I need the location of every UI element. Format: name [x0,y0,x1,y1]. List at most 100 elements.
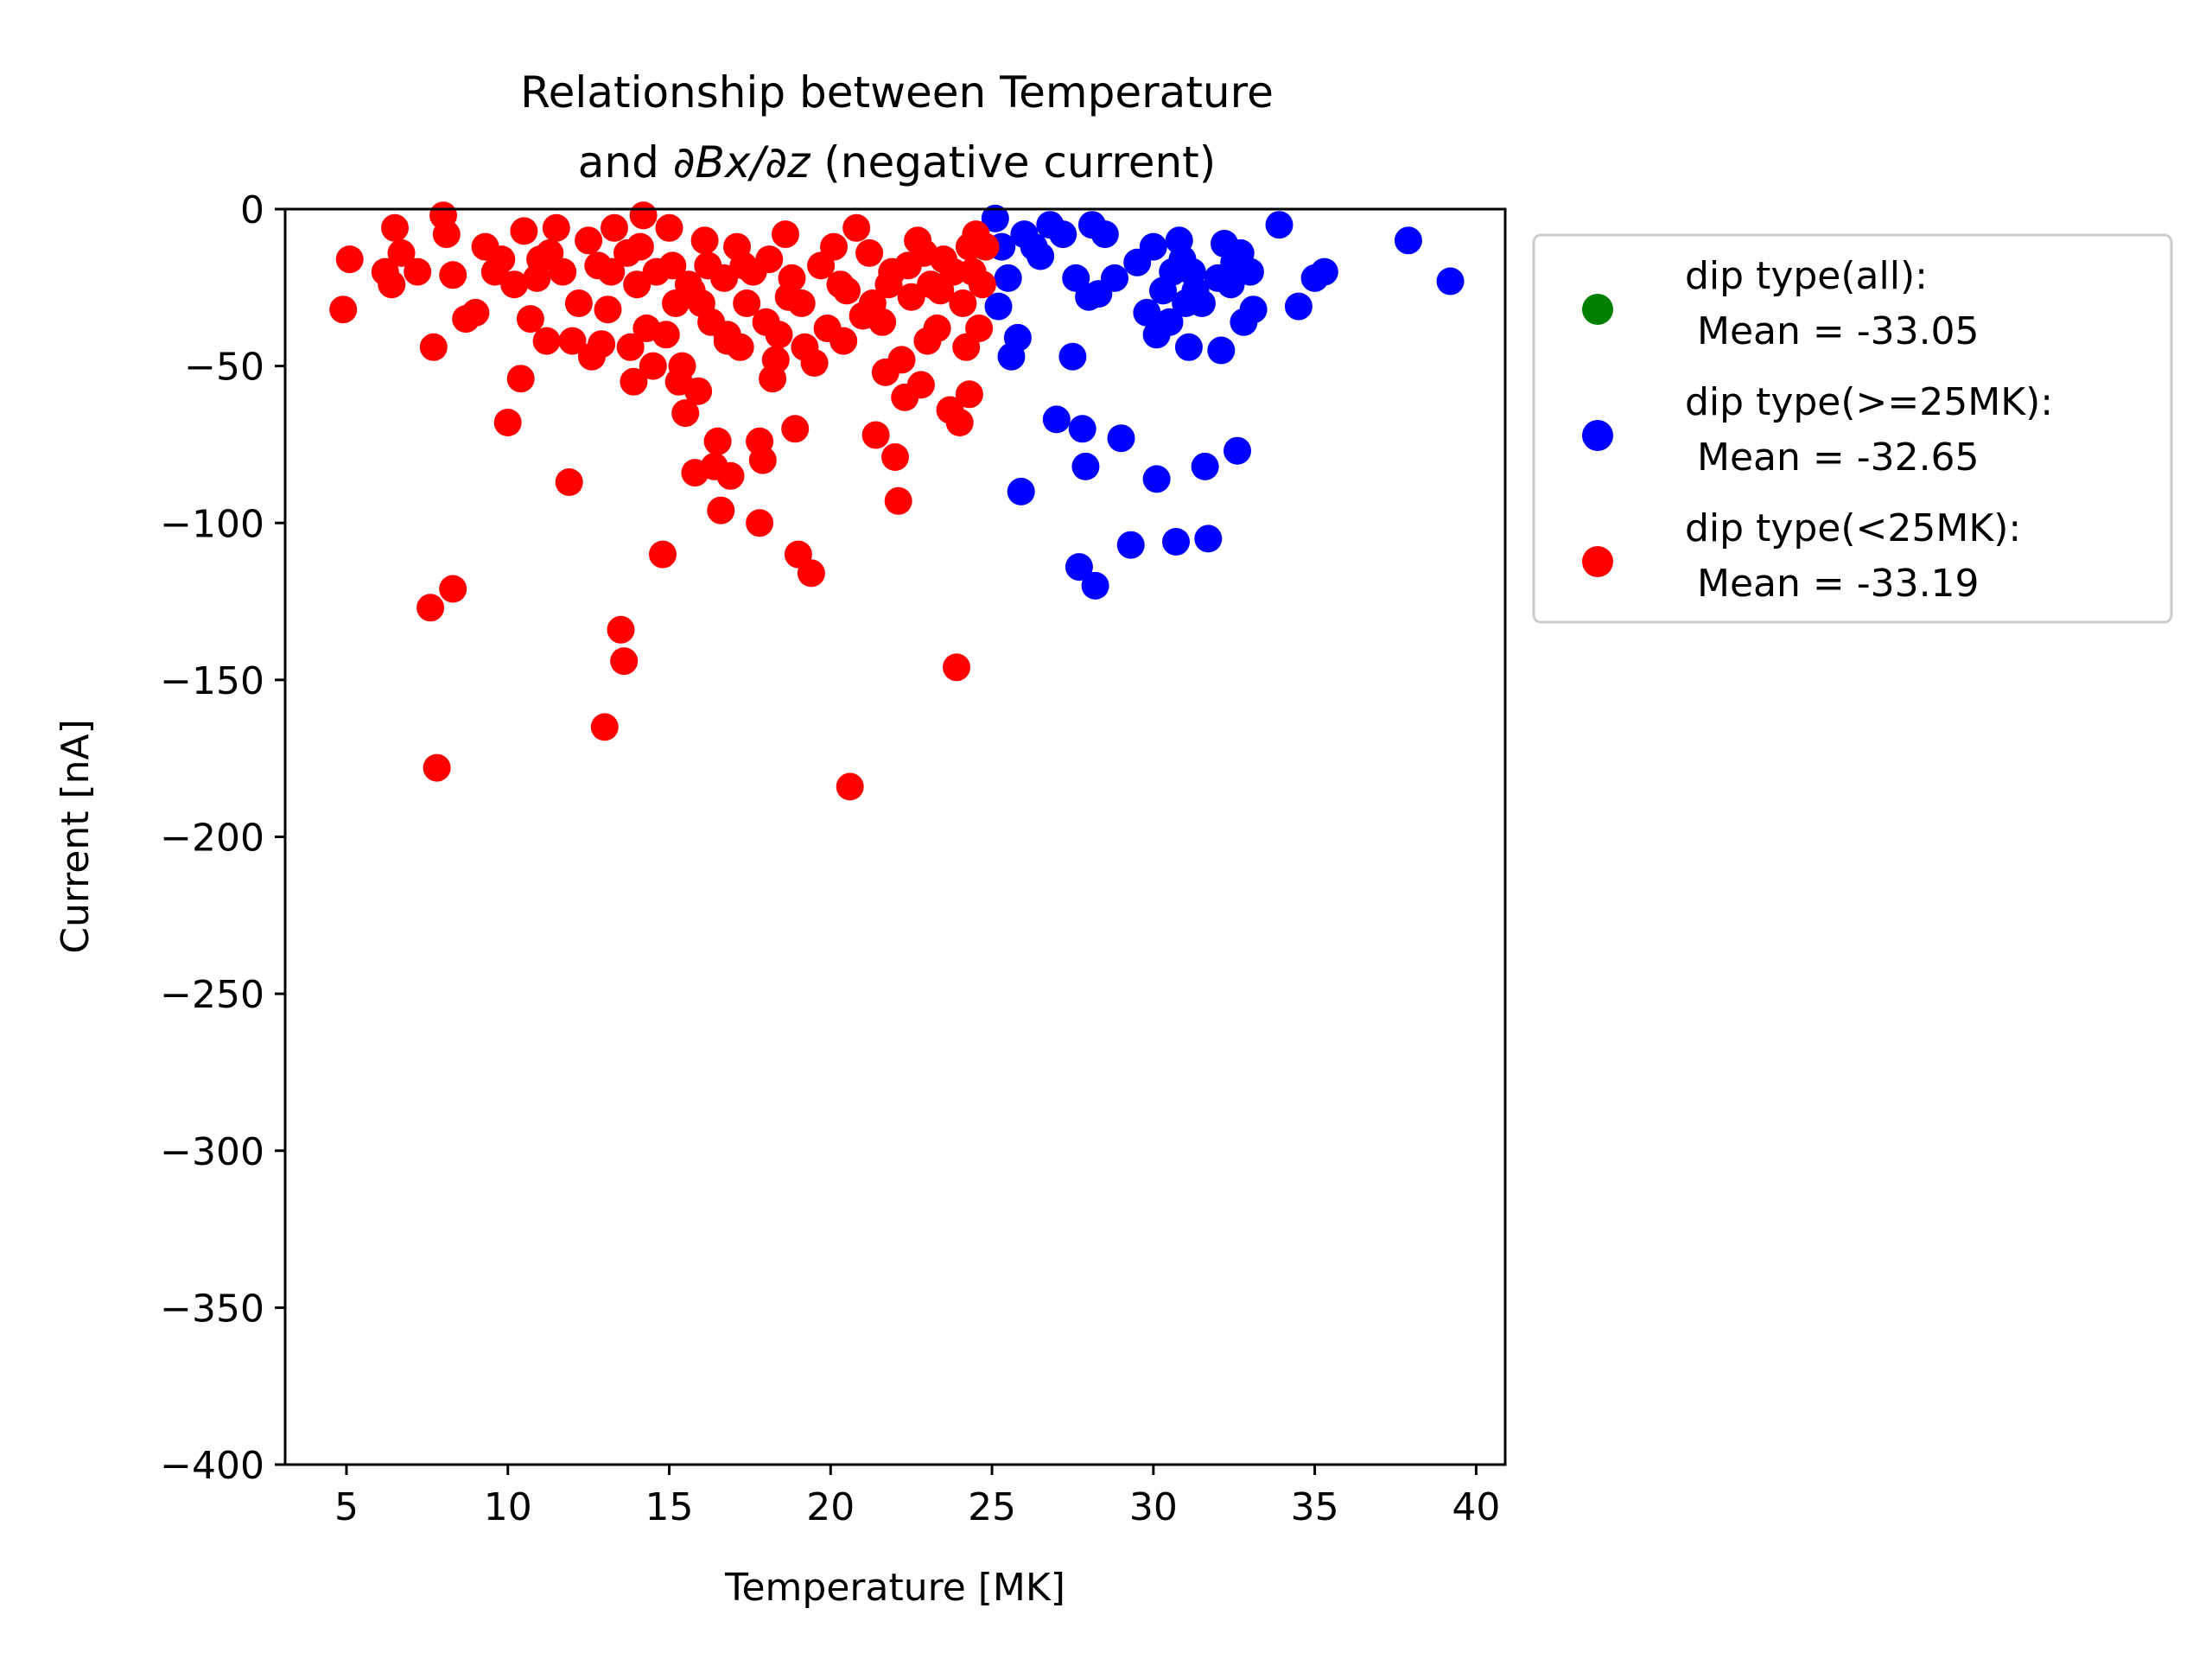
scatter-point [858,289,887,317]
scatter-point [1107,424,1135,453]
scatter-point [1239,296,1268,324]
scatter-point [652,321,680,349]
scatter-point [461,298,490,327]
scatter-point [335,245,364,274]
scatter-point [506,365,535,393]
scatter-point [684,377,713,405]
legend-marker [1582,294,1613,325]
y-tick-label: −150 [160,659,264,703]
scatter-point [994,264,1022,292]
scatter-point [787,289,816,317]
scatter-point [500,270,529,299]
scatter-point [607,615,635,644]
legend-label-line-2: Mean = -33.19 [1685,562,1980,606]
scatter-point [1058,342,1087,371]
scatter-point [493,409,522,436]
scatter-point [590,713,619,741]
scatter-point [968,270,996,299]
scatter-point [416,594,445,622]
scatter-point [830,327,858,355]
x-tick-label: 25 [968,1485,1016,1529]
scatter-point [655,213,683,242]
scatter-point [1003,323,1032,352]
scatter-point [378,270,406,299]
scatter-point [884,486,912,515]
legend-frame [1532,233,2173,624]
scatter-point [626,232,654,261]
scatter-point [404,257,432,286]
scatter-point [616,333,645,361]
scatter-point [387,238,416,267]
scatter-point [564,289,593,317]
scatter-point [432,220,461,249]
scatter-point [1155,308,1184,336]
scatter-point [923,315,951,342]
scatter-point [381,213,409,242]
y-tick-label: −100 [160,502,264,546]
scatter-point [772,220,799,249]
scatter-point [423,753,451,782]
scatter-point [439,261,467,289]
scatter-point [1191,452,1219,480]
scatter-point [906,371,935,399]
scatter-point [1116,531,1145,559]
scatter-point [1187,289,1216,317]
x-tick-label: 35 [1291,1485,1339,1529]
y-tick-label: −300 [160,1130,264,1174]
scatter-point [716,461,745,490]
y-tick-label: −350 [160,1287,264,1331]
y-tick-label: 0 [240,188,264,232]
scatter-point [516,305,544,334]
scatter-point [833,276,861,305]
scatter-point [658,251,687,280]
scatter-point [1394,226,1422,255]
scatter-point [526,245,555,274]
x-tick-label: 10 [484,1485,532,1529]
x-tick-label: 30 [1129,1485,1178,1529]
scatter-point [800,349,829,377]
scatter-point [1007,477,1035,505]
scatter-point [965,315,994,342]
chart-title-line-1: Relationship between Temperature [520,67,1274,118]
scatter-point [1162,528,1190,556]
scatter-point [532,327,561,355]
scatter-point [639,352,667,380]
y-tick-label: −400 [160,1444,264,1488]
scatter-point [687,289,715,317]
scatter-point [510,217,538,245]
scatter-point [1065,553,1093,582]
scatter-point [555,468,583,496]
scatter-point [601,213,628,242]
legend: dip type(all): Mean = -33.05 dip type(>=2… [1532,233,2173,624]
x-axis-label: Temperature [MK] [724,1566,1065,1610]
scatter-point [1142,465,1171,493]
scatter-point [729,251,758,280]
scatter-point [955,232,983,261]
scatter-point [861,421,890,449]
legend-label-line-1: dip type(<25MK): [1685,506,2021,550]
scatter-point [439,575,467,603]
scatter-point [419,333,448,361]
scatter-point [584,251,613,280]
x-tick-label: 15 [645,1485,694,1529]
y-axis-ticks: 0 −50 −100 −150 −200 −250 −300 −350 −400 [160,188,285,1488]
scatter-point [1081,571,1109,600]
scatter-point [855,238,884,267]
x-tick-label: 5 [334,1485,359,1529]
scatter-point [542,213,570,242]
scatter-point [1133,298,1161,327]
scatter-point [1071,452,1100,480]
x-tick-label: 40 [1452,1485,1500,1529]
scatter-point [910,238,938,267]
scatter-point [748,446,777,474]
scatter-point [949,289,977,317]
scatter-point [1174,333,1203,361]
scatter-point [955,380,983,409]
legend-label-line-1: dip type(>=25MK): [1685,380,2053,424]
legend-label-line-1: dip type(all): [1685,254,1928,298]
scatter-point [1224,436,1251,465]
scatter-point [610,647,639,676]
scatter-point [842,213,871,242]
scatter-point [797,559,825,588]
scatter-point [668,352,696,380]
